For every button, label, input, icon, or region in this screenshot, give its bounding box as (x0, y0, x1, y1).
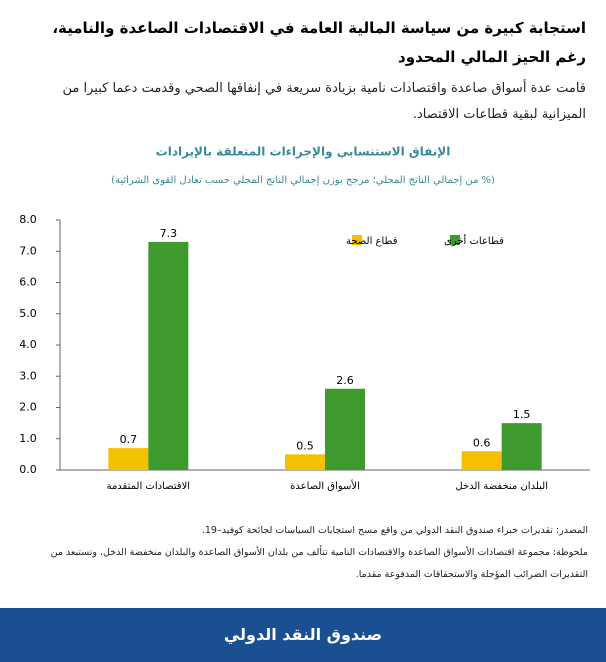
y-tick-label: 0.0 (19, 463, 37, 476)
chart-subtitle: (% من إجمالي الناتج المحلي؛ مرجح بوزن إج… (111, 175, 495, 186)
value-label: 7.3 (160, 227, 178, 240)
value-label: 0.7 (120, 433, 138, 446)
y-tick-label: 5.0 (19, 307, 37, 320)
chart: الإنفاق الاستنسابي والإجراءات المتعلقة ب… (19, 145, 590, 492)
note: ملحوظة: مجموعة اقتصادات الأسواق الصاعدة … (50, 547, 588, 580)
y-tick-label: 7.0 (19, 244, 37, 257)
legend-swatch (352, 235, 363, 245)
y-tick-label: 2.0 (19, 401, 37, 414)
bar (148, 241, 189, 470)
x-tick-label: الأسواق الصاعدة (290, 479, 360, 492)
bar (108, 448, 149, 470)
y-tick-label: 4.0 (19, 338, 37, 351)
legend-swatch (450, 235, 460, 245)
y-tick-label: 8.0 (19, 213, 37, 226)
bar (501, 423, 542, 470)
legend-label: قطاعات أخرى (444, 234, 504, 247)
bar (285, 454, 325, 470)
value-label: 1.5 (513, 408, 531, 421)
value-label: 0.6 (473, 436, 491, 449)
x-tick-label: الاقتصادات المتقدمة (107, 481, 190, 492)
bar (461, 451, 502, 470)
headline: استجابة كبيرة من سياسة المالية العامة في… (52, 19, 586, 66)
notes: المصدر: تقديرات خبراء صندوق النقد الدولي… (18, 520, 588, 586)
value-label: 0.5 (296, 439, 314, 452)
legend-label: قطاع الصحة (346, 236, 398, 247)
value-label: 2.6 (336, 374, 354, 387)
footer: صندوق النقد الدولي (0, 608, 606, 662)
y-tick-label: 3.0 (19, 369, 37, 382)
y-tick-label: 1.0 (19, 432, 37, 445)
y-tick-label: 6.0 (19, 276, 37, 289)
source: المصدر: تقديرات خبراء صندوق النقد الدولي… (201, 525, 588, 536)
bar (325, 388, 365, 470)
header: استجابة كبيرة من سياسة المالية العامة في… (20, 14, 586, 128)
x-tick-label: البلدان منخفضة الدخل (455, 481, 548, 492)
chart-title: الإنفاق الاستنسابي والإجراءات المتعلقة ب… (156, 145, 451, 160)
body-text: قامت عدة أسواق صاعدة واقتصادات نامية بزي… (62, 81, 587, 122)
